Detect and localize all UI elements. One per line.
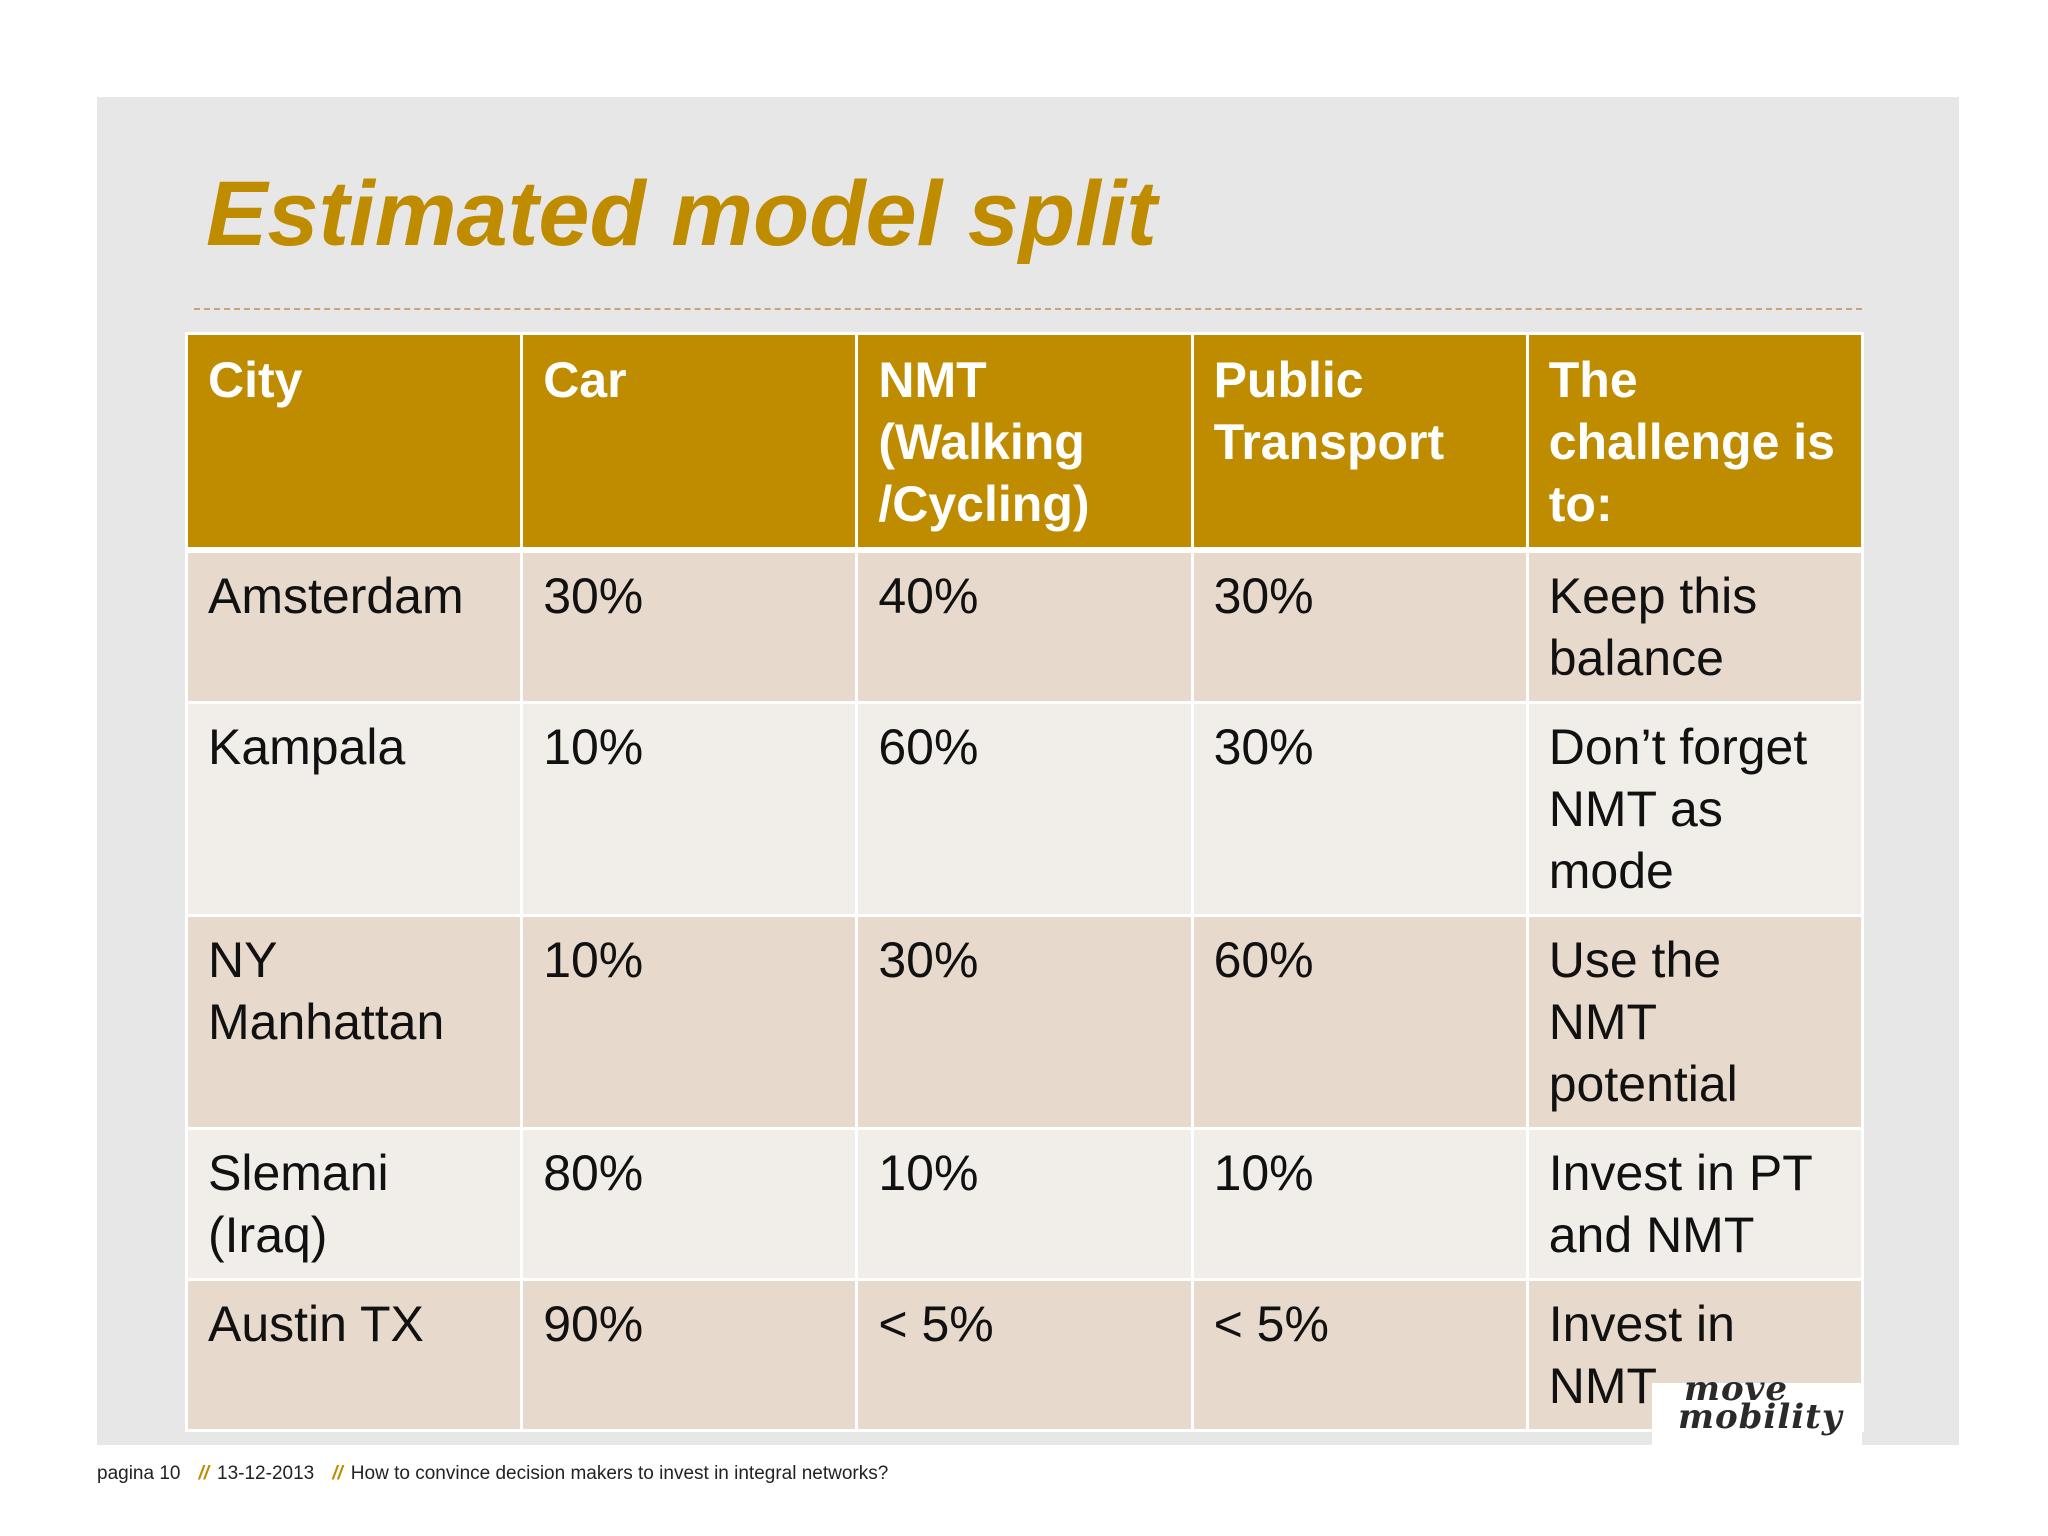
cell-challenge: Invest in PT and NMT (1525, 1127, 1865, 1281)
cell-city: Kampala (184, 701, 524, 917)
cell-city: Amsterdam (184, 548, 524, 704)
cell-public-transport: 30% (1190, 701, 1529, 917)
header-challenge: The challenge is to: (1525, 332, 1865, 553)
table-row: Amsterdam 30% 40% 30% Keep this balance (184, 548, 1865, 704)
cell-public-transport: 60% (1190, 914, 1529, 1130)
header-car: Car (520, 332, 859, 553)
cell-nmt: 30% (855, 914, 1194, 1130)
cell-nmt: 40% (855, 548, 1194, 704)
table-row: NY Manhattan 10% 30% 60% Use the NMT pot… (184, 914, 1865, 1130)
table-row: Kampala 10% 60% 30% Don’t forget NMT as … (184, 701, 1865, 917)
cell-nmt: 10% (855, 1127, 1194, 1281)
mode-split-table: City Car NMT (Walking /Cycling) Public T… (184, 332, 1865, 1432)
logo-line-mobility: mobility (1678, 1397, 1843, 1437)
logo-line-move: move (1684, 1369, 1789, 1409)
footer: pagina 10 // 13-12-2013 // How to convince d… (97, 1463, 888, 1485)
cell-car: 90% (520, 1278, 859, 1432)
footer-subject: How to convince decision makers to inves… (350, 1463, 889, 1484)
cell-city: NY Manhattan (184, 914, 524, 1130)
footer-separator: // (332, 1463, 343, 1484)
table-row: Austin TX 90% < 5% < 5% Invest in NMT (184, 1278, 1865, 1432)
cell-city: Slemani (Iraq) (184, 1127, 524, 1281)
header-city: City (184, 332, 524, 553)
cell-public-transport: 10% (1190, 1127, 1529, 1281)
cell-challenge: Use the NMT potential (1525, 914, 1865, 1130)
cell-public-transport: 30% (1190, 548, 1529, 704)
cell-challenge: Don’t forget NMT as mode (1525, 701, 1865, 917)
cell-nmt: 60% (855, 701, 1194, 917)
cell-car: 10% (520, 701, 859, 917)
footer-page-number: pagina 10 (97, 1463, 181, 1484)
header-public-transport: Public Transport (1190, 332, 1529, 553)
cell-car: 80% (520, 1127, 859, 1281)
table-header-row: City Car NMT (Walking /Cycling) Public T… (184, 332, 1865, 553)
header-nmt: NMT (Walking /Cycling) (855, 332, 1194, 553)
slide-title: Estimated model split (206, 163, 1157, 265)
cell-challenge: Keep this balance (1525, 548, 1865, 704)
move-mobility-logo: move mobility (1678, 1369, 1848, 1445)
table-row: Slemani (Iraq) 80% 10% 10% Invest in PT … (184, 1127, 1865, 1281)
cell-public-transport: < 5% (1190, 1278, 1529, 1432)
cell-car: 10% (520, 914, 859, 1130)
logo-box: move mobility (1652, 1369, 1862, 1445)
cell-car: 30% (520, 548, 859, 704)
cell-city: Austin TX (184, 1278, 524, 1432)
cell-nmt: < 5% (855, 1278, 1194, 1432)
footer-date: 13-12-2013 (217, 1463, 315, 1484)
title-divider (194, 308, 1862, 310)
footer-separator: // (198, 1463, 210, 1484)
